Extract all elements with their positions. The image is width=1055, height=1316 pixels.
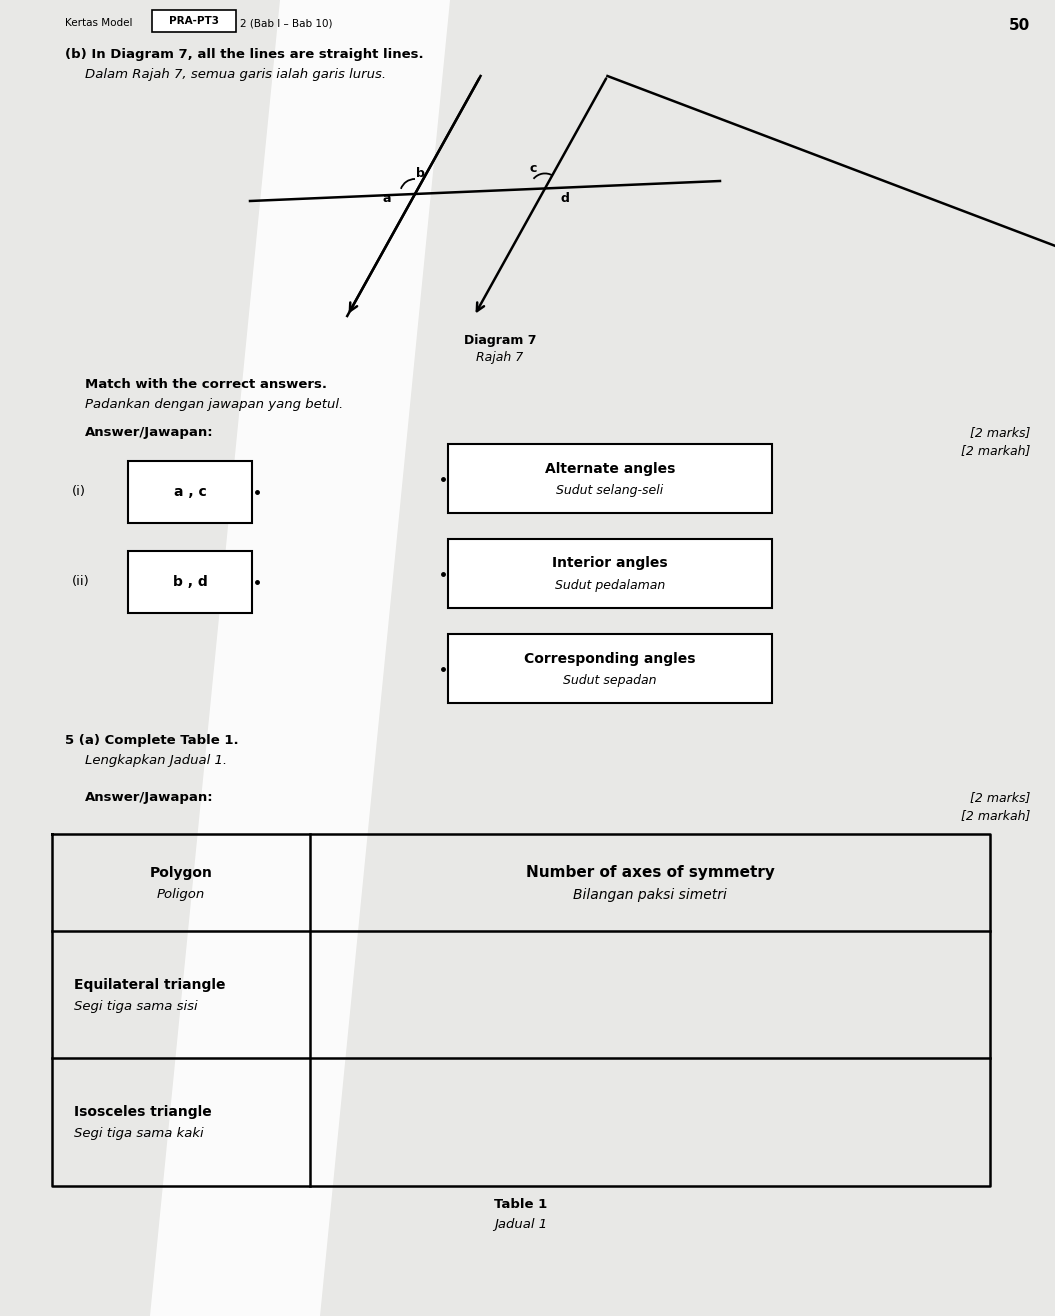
FancyBboxPatch shape bbox=[128, 461, 252, 522]
Text: 2 (Bab I – Bab 10): 2 (Bab I – Bab 10) bbox=[239, 18, 332, 28]
Polygon shape bbox=[150, 0, 450, 1316]
Text: [2 marks]: [2 marks] bbox=[970, 426, 1030, 440]
Text: (i): (i) bbox=[72, 486, 87, 499]
Text: a: a bbox=[383, 192, 391, 205]
Text: Jadual 1: Jadual 1 bbox=[495, 1219, 548, 1230]
Text: (ii): (ii) bbox=[72, 575, 90, 588]
Text: Number of axes of symmetry: Number of axes of symmetry bbox=[525, 865, 774, 880]
Text: Poligon: Poligon bbox=[157, 888, 205, 901]
Text: Isosceles triangle: Isosceles triangle bbox=[74, 1105, 212, 1119]
FancyBboxPatch shape bbox=[448, 634, 772, 703]
Text: a , c: a , c bbox=[174, 486, 207, 499]
Text: [2 markah]: [2 markah] bbox=[961, 443, 1030, 457]
Text: Table 1: Table 1 bbox=[495, 1198, 548, 1211]
Text: b , d: b , d bbox=[173, 575, 208, 590]
Text: c: c bbox=[530, 162, 537, 175]
Text: Answer/Jawapan:: Answer/Jawapan: bbox=[85, 791, 213, 804]
Text: [2 marks]: [2 marks] bbox=[970, 791, 1030, 804]
Text: 5 (a) Complete Table 1.: 5 (a) Complete Table 1. bbox=[65, 734, 238, 747]
Text: Padankan dengan jawapan yang betul.: Padankan dengan jawapan yang betul. bbox=[85, 397, 343, 411]
Text: b: b bbox=[416, 167, 424, 180]
Text: Bilangan paksi simetri: Bilangan paksi simetri bbox=[573, 887, 727, 901]
Text: Interior angles: Interior angles bbox=[552, 557, 668, 571]
FancyBboxPatch shape bbox=[448, 443, 772, 513]
Text: Kertas Model: Kertas Model bbox=[65, 18, 133, 28]
Text: 50: 50 bbox=[1009, 18, 1030, 33]
Text: Match with the correct answers.: Match with the correct answers. bbox=[85, 378, 327, 391]
FancyBboxPatch shape bbox=[152, 11, 236, 32]
Text: Segi tiga sama sisi: Segi tiga sama sisi bbox=[74, 1000, 197, 1013]
Text: Equilateral triangle: Equilateral triangle bbox=[74, 978, 226, 991]
Text: Answer/Jawapan:: Answer/Jawapan: bbox=[85, 426, 213, 440]
Text: Segi tiga sama kaki: Segi tiga sama kaki bbox=[74, 1128, 204, 1141]
Text: Diagram 7: Diagram 7 bbox=[464, 334, 536, 347]
Text: Polygon: Polygon bbox=[150, 866, 212, 879]
FancyBboxPatch shape bbox=[128, 551, 252, 613]
Text: Sudut pedalaman: Sudut pedalaman bbox=[555, 579, 665, 592]
Text: Corresponding angles: Corresponding angles bbox=[524, 651, 695, 666]
Text: Sudut sepadan: Sudut sepadan bbox=[563, 674, 657, 687]
Text: Lengkapkan Jadual 1.: Lengkapkan Jadual 1. bbox=[85, 754, 227, 767]
FancyBboxPatch shape bbox=[448, 540, 772, 608]
Text: (b) In Diagram 7, all the lines are straight lines.: (b) In Diagram 7, all the lines are stra… bbox=[65, 47, 424, 61]
Text: Dalam Rajah 7, semua garis ialah garis lurus.: Dalam Rajah 7, semua garis ialah garis l… bbox=[85, 68, 386, 82]
Text: Rajah 7: Rajah 7 bbox=[477, 351, 523, 365]
Text: PRA-PT3: PRA-PT3 bbox=[169, 16, 219, 26]
Text: d: d bbox=[560, 192, 570, 205]
Text: Sudut selang-seli: Sudut selang-seli bbox=[556, 484, 664, 497]
Text: Alternate angles: Alternate angles bbox=[544, 462, 675, 475]
Text: [2 markah]: [2 markah] bbox=[961, 809, 1030, 822]
